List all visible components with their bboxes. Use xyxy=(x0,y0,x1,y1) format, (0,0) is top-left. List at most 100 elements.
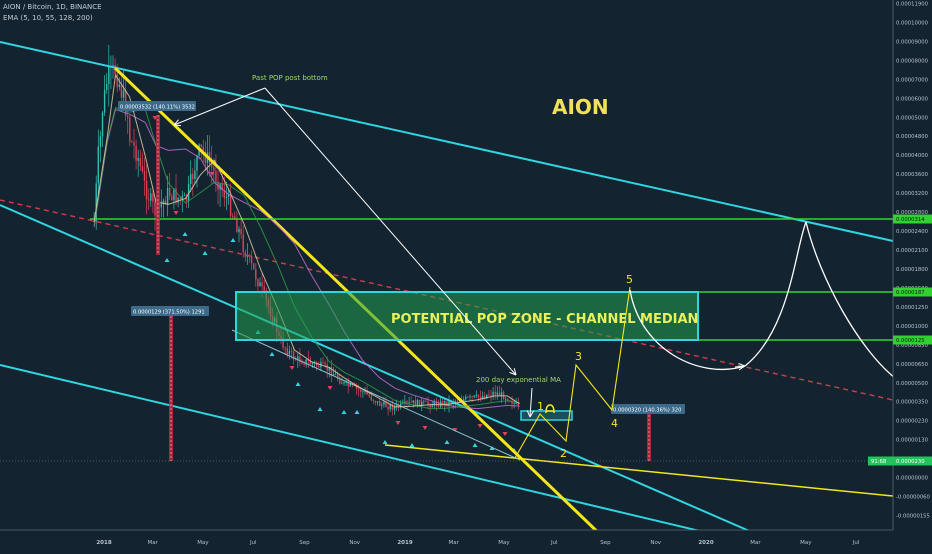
buy-signal-arrow xyxy=(269,352,275,356)
sell-signal-arrow xyxy=(422,426,428,430)
candle-body xyxy=(141,166,144,172)
candle-body xyxy=(513,403,515,405)
candle-body xyxy=(194,170,196,180)
y-tick-label: 0.00007000 xyxy=(896,77,929,83)
candle-body xyxy=(484,395,486,399)
y-tick-label: 0.00003200 xyxy=(896,191,929,197)
candle-body xyxy=(225,196,228,198)
y-tick-label: 0.00008000 xyxy=(896,58,929,64)
candle-body xyxy=(135,145,137,161)
buy-signal-arrow xyxy=(182,232,188,236)
candle-body xyxy=(253,263,255,270)
candle-body xyxy=(148,199,150,201)
candle-body xyxy=(442,401,444,406)
candle-body xyxy=(181,195,184,199)
y-tick-label: 0.00002100 xyxy=(896,248,929,254)
candle-body xyxy=(303,363,305,365)
candle-body xyxy=(305,359,307,365)
price-tag-second: 0.0000187 xyxy=(896,290,925,296)
y-tick-label: -0.00000060 xyxy=(896,495,931,501)
candle-body xyxy=(414,400,417,406)
x-tick-label: May xyxy=(498,540,510,546)
pop-zone-box[interactable] xyxy=(235,291,699,341)
candle-body xyxy=(143,171,146,181)
indicator-legend: EMA (5, 10, 55, 128, 200) xyxy=(3,14,93,22)
time-axis-bg[interactable] xyxy=(0,530,932,550)
candle-body xyxy=(95,183,97,221)
candle-body xyxy=(366,391,368,395)
candle-body xyxy=(339,378,341,384)
sell-signal-arrow xyxy=(477,424,483,428)
candle-body xyxy=(511,401,513,404)
x-tick-label: Nov xyxy=(650,540,661,546)
last-price-prefix: 91:68 xyxy=(871,459,887,465)
candle-body xyxy=(284,347,286,349)
candle-body xyxy=(129,117,131,142)
sell-signal-arrow xyxy=(289,366,295,370)
candle-body xyxy=(108,66,110,84)
y-tick-label: 0.00005000 xyxy=(896,115,929,121)
candle-body xyxy=(494,391,496,395)
candle-body xyxy=(139,158,142,167)
y-tick-label: 0.00003600 xyxy=(896,172,929,178)
pop-zone-arrow xyxy=(264,87,517,376)
candle-body xyxy=(137,158,139,161)
yellow-support-line[interactable] xyxy=(384,444,894,497)
candle-body xyxy=(469,396,471,398)
projected-arc-1[interactable] xyxy=(629,289,746,370)
candle-body xyxy=(341,383,343,385)
candle-body xyxy=(427,401,429,405)
candle-body xyxy=(307,359,310,361)
candle-body xyxy=(355,385,358,389)
buy-signal-arrow xyxy=(341,410,347,414)
candle-body xyxy=(477,394,480,398)
candle-body xyxy=(177,197,179,203)
candle-body xyxy=(343,382,345,384)
candle-body xyxy=(425,401,427,403)
candle-body xyxy=(120,84,123,98)
projected-arc-2[interactable] xyxy=(744,221,807,367)
sell-signal-arrow xyxy=(395,421,401,425)
candle-body xyxy=(391,404,394,410)
candle-body xyxy=(183,195,186,197)
buy-signal-arrow xyxy=(354,410,360,414)
channel-lower-line[interactable] xyxy=(0,364,781,551)
candle-body xyxy=(250,255,253,264)
magnet-icon xyxy=(545,404,555,414)
candle-body xyxy=(301,362,303,364)
candle-body xyxy=(192,173,194,180)
candle-body xyxy=(179,197,181,199)
candle-body xyxy=(103,90,106,113)
price-tag-last: 0.0000230 xyxy=(896,459,925,465)
candle-body xyxy=(433,401,436,406)
candle-body xyxy=(456,401,459,403)
candle-body xyxy=(496,392,499,395)
candle-body xyxy=(362,391,364,393)
candle-body xyxy=(374,400,377,403)
projected-arc-3[interactable] xyxy=(805,221,896,379)
candle-body xyxy=(316,362,318,366)
candle-body xyxy=(292,351,295,360)
channel-upper-line[interactable] xyxy=(0,41,894,242)
ema-200-line xyxy=(93,108,520,410)
y-tick-label: 0.00001000 xyxy=(896,324,929,330)
candle-body xyxy=(404,401,406,403)
candle-body xyxy=(372,399,375,401)
sell-signal-arrow xyxy=(209,172,215,176)
buy-signal-arrow xyxy=(472,443,478,447)
candle-body xyxy=(332,374,335,376)
inner-wedge-line[interactable] xyxy=(231,329,521,461)
y-tick-label: 0.00000230 xyxy=(896,419,929,425)
y-tick-label: 0.00000000 xyxy=(896,476,929,482)
candle-body xyxy=(145,180,148,200)
candle-body xyxy=(295,359,297,361)
projected-wave-path[interactable] xyxy=(514,286,631,459)
candle-body xyxy=(259,282,261,287)
candle-body xyxy=(166,187,169,205)
candle-body xyxy=(408,401,410,403)
channel-middle-line[interactable] xyxy=(0,204,771,541)
candle-body xyxy=(467,396,469,398)
